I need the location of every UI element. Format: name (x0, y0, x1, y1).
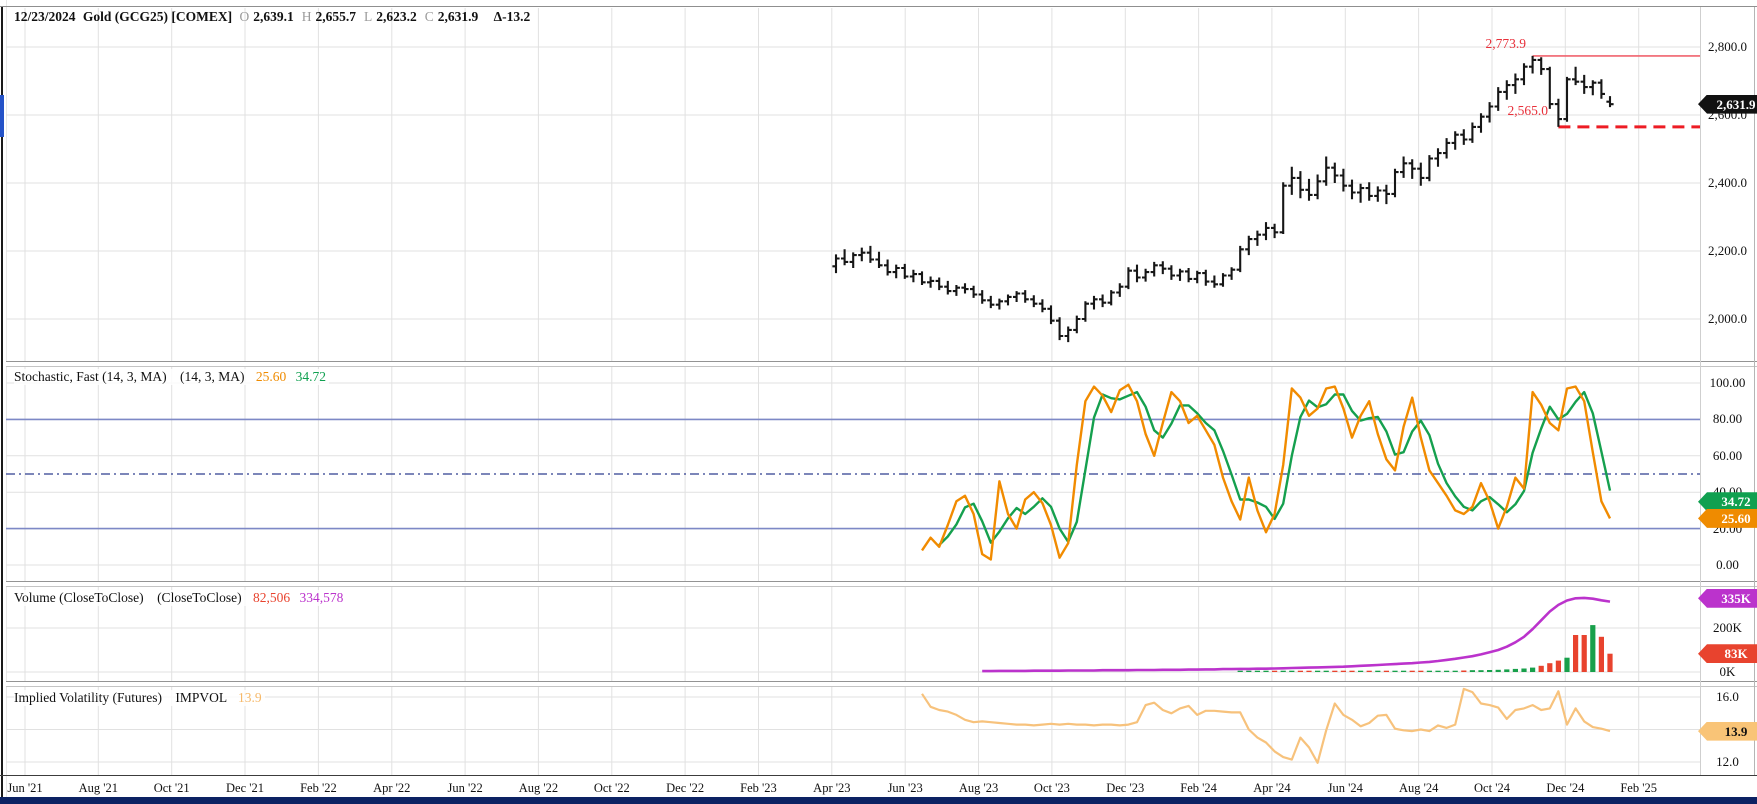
vol-oi-badge: 335K (1698, 588, 1757, 608)
stochastic-params: (14, 3, MA) (180, 369, 245, 384)
iv-panel-label: Implied Volatility (Futures) IMPVOL 13.9 (14, 690, 265, 706)
y-axis-tick: 2,400.0 (1708, 175, 1747, 190)
y-axis-tick: 2,800.0 (1708, 39, 1747, 54)
y-axis-tick: 2,200.0 (1708, 243, 1747, 258)
stochastic-k-line (921, 383, 1612, 561)
scrollbar-rail (1, 6, 3, 797)
stochastic-d-value: 34.72 (295, 369, 326, 384)
x-axis-label: Aug '23 (958, 781, 999, 795)
x-axis-label: Oct '22 (593, 781, 630, 795)
y-axis-tick: 0.00 (1716, 557, 1739, 572)
x-axis-label: Aug '24 (1398, 781, 1439, 795)
panel-separator[interactable] (6, 581, 1757, 587)
x-axis-label: Aug '21 (78, 781, 119, 795)
iv-value: 13.9 (238, 690, 262, 705)
iv-title: Implied Volatility (Futures) (14, 690, 162, 705)
x-axis-label: Jun '22 (447, 781, 483, 795)
quote-field: L 2,623.2 (364, 9, 417, 24)
price-level-lines (1532, 55, 1700, 129)
stoch-k-badge: 25.60 (1698, 508, 1757, 528)
axis-boundary (1700, 7, 1701, 775)
price-badge: 2,631.9 (1698, 94, 1757, 114)
quote-ohlc: O 2,639.1 H 2,655.7 L 2,623.2 C 2,631.9 (240, 9, 487, 24)
x-axis-label: Jun '21 (7, 781, 43, 795)
volume-panel-label: Volume (CloseToClose) (CloseToClose) 82,… (14, 590, 347, 606)
support-annotation: 2,565.0 (1507, 103, 1549, 118)
y-axis-tick: 0K (1719, 664, 1736, 679)
volume-params: (CloseToClose) (157, 590, 242, 605)
x-axis-label: Dec '22 (666, 781, 705, 795)
volume-bars (1237, 625, 1613, 672)
open-interest-value: 334,578 (299, 590, 344, 605)
quote-header: 12/23/2024 Gold (GCG25) [COMEX] O 2,639.1… (14, 9, 534, 25)
scrollbar-thumb[interactable] (0, 95, 4, 137)
y-axis-tick: 16.0 (1716, 689, 1739, 704)
vol-last-badge: 83K (1698, 644, 1757, 664)
x-axis-label: Feb '24 (1180, 781, 1217, 795)
stochastic-panel-label: Stochastic, Fast (14, 3, MA) (14, 3, MA)… (14, 369, 329, 385)
iv-params: IMPVOL (175, 690, 227, 705)
quote-symbol: Gold (GCG25) [COMEX] (82, 9, 233, 24)
y-axis-tick: 100.00 (1709, 375, 1746, 390)
x-axis-label: Feb '25 (1620, 781, 1657, 795)
x-axis-label: Jun '24 (1327, 781, 1363, 795)
x-axis-label: Apr '22 (373, 781, 411, 795)
x-axis-label: Oct '21 (153, 781, 190, 795)
stoch-d-badge: 34.72 (1698, 492, 1757, 512)
y-axis-tick: 2,000.0 (1708, 311, 1747, 326)
x-axis-label: Feb '23 (740, 781, 777, 795)
right-border (1754, 7, 1755, 775)
panel-separator[interactable] (6, 361, 1757, 367)
quote-change: Δ-13.2 (493, 9, 531, 24)
x-axis-label: Dec '23 (1106, 781, 1145, 795)
x-axis-label: Dec '24 (1546, 781, 1585, 795)
y-axis-tick: 200K (1713, 620, 1742, 635)
quote-field: O 2,639.1 (239, 9, 294, 24)
panel-separator[interactable] (6, 681, 1757, 687)
volume-value: 82,506 (252, 590, 291, 605)
x-axis-label: Apr '23 (813, 781, 851, 795)
open-interest-line (982, 596, 1611, 673)
horizontal-scrollbar[interactable] (0, 797, 1757, 804)
quote-field: C 2,631.9 (424, 9, 479, 24)
implied-volatility-line (921, 687, 1611, 764)
x-axis-label: Aug '22 (518, 781, 559, 795)
y-axis-tick: 80.00 (1712, 411, 1743, 427)
x-axis-label: Oct '23 (1033, 781, 1070, 795)
quote-date: 12/23/2024 (14, 9, 76, 24)
x-axis-label: Oct '24 (1474, 781, 1510, 795)
top-border (0, 6, 1757, 7)
quote-field: H 2,655.7 (301, 9, 357, 24)
stochastic-k-value: 25.60 (255, 369, 287, 384)
y-axis-tick: 60.00 (1712, 447, 1743, 463)
x-axis-label: Feb '22 (300, 781, 337, 795)
gridlines (6, 8, 1700, 775)
x-axis-label: Jun '23 (887, 781, 923, 795)
x-axis-label: Dec '21 (226, 781, 265, 795)
resistance-annotation: 2,773.9 (1485, 36, 1527, 51)
x-axis-line (0, 775, 1757, 776)
ohlc-series (832, 55, 1614, 343)
iv-badge: 13.9 (1698, 721, 1757, 741)
y-axis-tick: 12.0 (1716, 754, 1739, 769)
volume-title: Volume (CloseToClose) (14, 590, 144, 605)
stochastic-reference-lines (6, 418, 1700, 530)
vertical-scrollbar[interactable] (0, 0, 7, 797)
stochastic-title: Stochastic, Fast (14, 3, MA) (14, 369, 167, 384)
stochastic-ma-line (938, 390, 1612, 546)
x-axis-label: Apr '24 (1253, 781, 1291, 795)
